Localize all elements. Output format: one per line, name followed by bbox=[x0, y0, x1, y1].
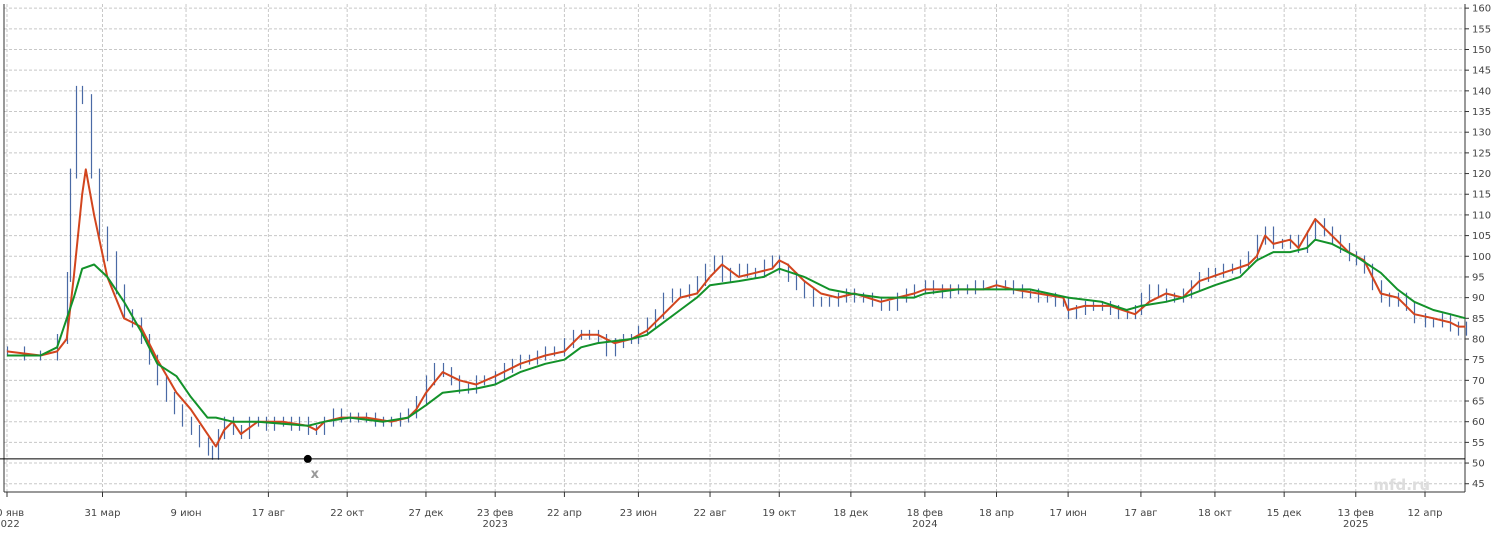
x-tick-label: 17 июн bbox=[1049, 508, 1086, 519]
y-tick-label: 50 bbox=[1472, 459, 1485, 470]
y-tick-label: 55 bbox=[1472, 438, 1485, 449]
y-tick-label: 100 bbox=[1472, 252, 1491, 263]
marker-label: x bbox=[311, 467, 320, 482]
x-tick-label: 23 июн bbox=[620, 508, 657, 519]
y-tick-label: 130 bbox=[1472, 128, 1491, 139]
x-tick-label: 22 окт bbox=[330, 508, 364, 519]
x-tick-label: 22 авг bbox=[693, 508, 726, 519]
x-tick-label: 15 дек bbox=[1267, 508, 1302, 519]
x-tick-label: 10 янв bbox=[0, 508, 24, 519]
x-tick-label: 22 апр bbox=[547, 508, 582, 519]
y-tick-label: 85 bbox=[1472, 314, 1485, 325]
y-tick-label: 125 bbox=[1472, 148, 1491, 159]
y-tick-label: 135 bbox=[1472, 107, 1491, 118]
x-tick-label: 18 фев bbox=[907, 508, 944, 519]
y-tick-label: 155 bbox=[1472, 24, 1491, 35]
y-tick-label: 115 bbox=[1472, 190, 1491, 201]
x-tick-label: 13 фев bbox=[1338, 508, 1375, 519]
y-axis-ticks: 45 50 55 60 65 70 75 80 85 90 95 100 105 110 115 120 125… bbox=[1465, 4, 1491, 490]
x-tick-label: 17 авг bbox=[252, 508, 285, 519]
x-tick-year-label: 2025 bbox=[1343, 519, 1368, 530]
y-tick-label: 105 bbox=[1472, 231, 1491, 242]
x-tick-year-label: 2024 bbox=[912, 519, 937, 530]
y-tick-label: 70 bbox=[1472, 376, 1485, 387]
long-average-line bbox=[7, 238, 1466, 427]
x-tick-label: 18 апр bbox=[979, 508, 1014, 519]
y-tick-label: 80 bbox=[1472, 334, 1485, 345]
reference-line-group: x bbox=[0, 454, 1465, 482]
y-tick-label: 110 bbox=[1472, 210, 1491, 221]
x-tick-label: 27 дек bbox=[408, 508, 443, 519]
x-tick-label: 18 окт bbox=[1198, 508, 1232, 519]
y-tick-label: 140 bbox=[1472, 86, 1491, 97]
x-tick-label: 23 фев bbox=[477, 508, 514, 519]
series bbox=[6, 85, 1468, 460]
x-tick-year-label: 2023 bbox=[482, 519, 507, 530]
y-tick-label: 160 bbox=[1472, 4, 1491, 15]
grid bbox=[4, 4, 1465, 492]
y-tick-label: 120 bbox=[1472, 169, 1491, 180]
x-tick-label: 18 дек bbox=[833, 508, 868, 519]
short-average-line bbox=[6, 168, 1466, 448]
x-tick-label: 12 апр bbox=[1408, 508, 1443, 519]
axes bbox=[3, 4, 1466, 493]
x-tick-label: 17 авг bbox=[1124, 508, 1157, 519]
x-tick-year-label: 2022 bbox=[0, 519, 20, 530]
y-tick-label: 65 bbox=[1472, 397, 1485, 408]
y-tick-label: 75 bbox=[1472, 355, 1485, 366]
marker-dot[interactable] bbox=[303, 454, 312, 463]
y-tick-label: 95 bbox=[1472, 272, 1485, 283]
y-tick-label: 60 bbox=[1472, 417, 1485, 428]
x-tick-label: 19 окт bbox=[762, 508, 796, 519]
y-tick-label: 45 bbox=[1472, 479, 1485, 490]
x-tick-label: 9 июн bbox=[171, 508, 202, 519]
y-tick-label: 145 bbox=[1472, 66, 1491, 77]
y-tick-label: 150 bbox=[1472, 45, 1491, 56]
x-tick-label: 31 мар bbox=[85, 508, 121, 519]
x-axis-ticks: 10 янв2022 31 мар 9 июн 17 авг 22 окт 27 дек 2… bbox=[0, 492, 1442, 530]
y-tick-label: 90 bbox=[1472, 293, 1485, 304]
watermark-text: mfd.ru bbox=[1373, 476, 1430, 494]
